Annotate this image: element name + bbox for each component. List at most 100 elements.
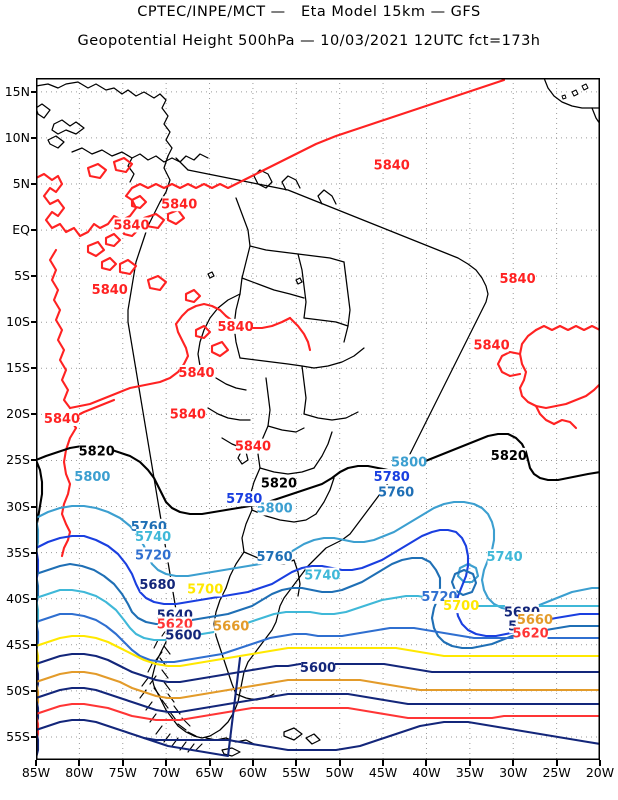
contour-label: 5840 — [44, 411, 80, 427]
y-axis-tick-label: 30S — [6, 498, 30, 514]
x-axis-tick-label: 65W — [195, 765, 224, 780]
contour-label: 5840 — [92, 281, 128, 298]
contour-label-text: 5840 — [170, 407, 206, 422]
label-backing — [474, 337, 509, 353]
contour-label-text: 5820 — [79, 444, 115, 459]
contour-label: 5840 — [374, 157, 410, 174]
x-axis-tick-label: 80W — [65, 765, 94, 780]
contour-label-text: 5740 — [135, 530, 171, 545]
contour-label-text: 5840 — [178, 366, 214, 381]
contour-label: 5760 — [378, 484, 414, 501]
contour-label: 5840 — [170, 406, 206, 422]
contour-label-text: 5780 — [374, 470, 410, 485]
y-axis-tick — [31, 459, 37, 462]
y-axis-tick-label: 5N — [12, 175, 30, 191]
y-axis-tick — [31, 597, 37, 600]
label-backing — [79, 443, 114, 459]
contour-label-text: 5760 — [257, 550, 293, 565]
label-backing — [491, 447, 526, 463]
contour-layer — [36, 78, 600, 760]
y-axis-tick — [31, 551, 37, 554]
label-backing — [136, 547, 171, 563]
contour-label-text: 5800 — [257, 501, 293, 516]
contour-label-text: 5840 — [374, 159, 410, 174]
contour-label: 5780 — [226, 491, 262, 507]
label-backing — [257, 500, 292, 516]
label-backing — [305, 567, 340, 583]
contour-label-text: 5840 — [92, 283, 128, 298]
contour-label: 5600 — [165, 627, 202, 644]
y-axis-tick — [31, 505, 37, 508]
contour-label: 5680 — [139, 576, 176, 593]
x-axis-tick — [208, 760, 211, 766]
contour-label: 5820 — [491, 447, 527, 464]
x-axis-tick-label: 20W — [585, 765, 615, 780]
label-backing — [513, 625, 548, 641]
x-axis-tick-label: 25W — [542, 765, 571, 780]
x-axis-tick — [468, 760, 471, 766]
x-axis-tick — [295, 760, 298, 766]
contour-label-text: 5760 — [378, 486, 414, 501]
x-axis-tick-label: 30W — [499, 765, 528, 780]
y-axis-tick-label: 20S — [6, 406, 30, 422]
label-backing — [227, 491, 262, 507]
geography-layer — [36, 78, 600, 760]
y-axis-tick-label: 25S — [6, 452, 30, 468]
contour-label: 5700 — [443, 598, 479, 614]
x-axis-tick-label: 55W — [282, 765, 311, 780]
y-axis-tick — [31, 735, 37, 738]
contour-label: 5600 — [300, 659, 336, 676]
contour-label: 5740 — [304, 567, 340, 584]
contour-label: 5740 — [486, 549, 523, 565]
contour-label-text: 5840 — [217, 320, 253, 335]
x-axis-tick — [165, 760, 168, 766]
y-axis-tick — [31, 643, 37, 646]
label-backing — [374, 157, 409, 173]
label-backing — [136, 528, 171, 544]
label-backing — [500, 270, 535, 286]
x-axis-tick — [555, 760, 558, 766]
contour-label-text: 5660 — [213, 619, 249, 634]
y-axis-tick — [31, 689, 37, 692]
contour-label: 5840 — [235, 438, 271, 455]
contour-label: 5720 — [135, 547, 171, 563]
contour-label-text: 5600 — [165, 629, 201, 644]
contour-label: 5840 — [499, 270, 536, 287]
contour-label-text: 5660 — [517, 613, 553, 628]
contour-label: 5780 — [374, 469, 410, 485]
map-background — [36, 78, 600, 760]
y-axis-tick-label: 55S — [6, 728, 30, 744]
label-backing — [45, 411, 80, 426]
contour-label: 5800 — [391, 454, 427, 470]
contour-label: 5840 — [178, 364, 215, 381]
x-axis-tick — [121, 760, 124, 766]
contour-label-text: 5840 — [473, 338, 509, 353]
label-backing — [218, 318, 253, 334]
contour-labels: 5840 5840 5840 5840 5840 5840 5840 5840 5840 5840… — [44, 157, 553, 676]
contour-label-text: 5840 — [44, 412, 80, 427]
y-axis-tick-label: 40S — [6, 590, 30, 606]
label-backing — [374, 469, 409, 485]
label-backing — [261, 475, 296, 491]
chart-title-line2: Geopotential Height 500hPa — 10/03/2021 … — [77, 33, 541, 49]
y-axis-tick — [31, 413, 37, 416]
contour-label-text: 5800 — [391, 455, 427, 470]
contour-label: 5660 — [213, 618, 249, 634]
y-axis-tick — [31, 136, 37, 139]
contour-label-text: 5700 — [187, 583, 223, 598]
contour-label: 5840 — [161, 196, 197, 212]
label-backing — [392, 454, 427, 470]
contour-label: 5700 — [187, 581, 223, 598]
contour-label-text: 5840 — [235, 440, 271, 455]
contour-label: 5820 — [79, 443, 115, 459]
contour-label: 5660 — [517, 611, 553, 628]
y-axis-tick-label: 35S — [6, 544, 30, 560]
y-axis-tick — [31, 321, 37, 324]
label-backing — [257, 549, 292, 565]
plot-area: 5840 5840 5840 5840 5840 5840 5840 5840 5840 5840… — [36, 78, 600, 760]
contour-label: 5820 — [261, 475, 297, 492]
x-axis-tick-label: 50W — [325, 765, 354, 780]
contour-label: 5840 — [473, 337, 510, 353]
contour-map: 5840 5840 5840 5840 5840 5840 5840 5840 5840 5840… — [36, 78, 600, 760]
